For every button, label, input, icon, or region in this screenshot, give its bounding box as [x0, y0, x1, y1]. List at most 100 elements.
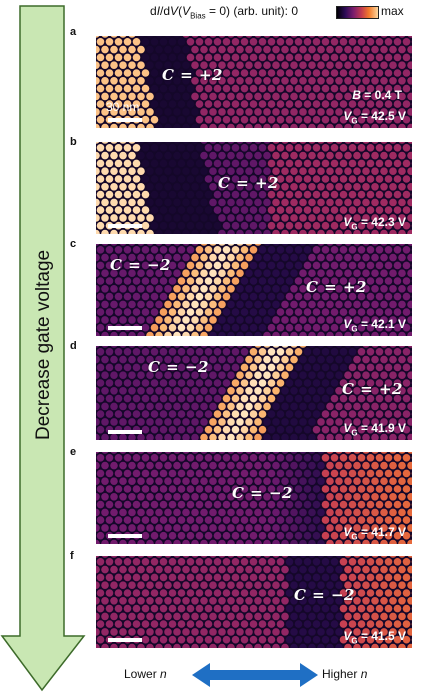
ldos-dot — [317, 477, 325, 485]
ldos-dot — [353, 244, 361, 246]
ldos-dot — [222, 394, 231, 403]
ldos-dot — [204, 516, 213, 524]
ldos-dot — [357, 558, 366, 566]
ldos-dot — [321, 175, 330, 183]
ldos-dot — [168, 277, 177, 285]
ldos-dot — [267, 410, 276, 418]
ldos-dot — [186, 53, 195, 62]
ldos-dot — [281, 36, 289, 38]
ldos-dot — [398, 183, 406, 191]
ldos-dot — [128, 452, 136, 454]
ldos-dot — [389, 300, 397, 309]
ldos-dot — [398, 371, 406, 379]
ldos-dot — [173, 142, 181, 144]
ldos-dot — [285, 363, 294, 372]
ldos-dot — [119, 565, 127, 574]
ldos-dot — [222, 589, 231, 597]
ldos-dot — [317, 108, 325, 116]
ldos-dot — [249, 190, 258, 199]
ldos-dot — [146, 77, 154, 85]
ldos-dot — [366, 261, 375, 270]
ldos-dot — [258, 277, 267, 285]
stm-map-panel-e: C = −2 VG = 41.7 V — [96, 452, 412, 544]
ldos-dot — [339, 292, 348, 301]
ldos-dot — [308, 628, 316, 636]
ldos-dot — [173, 167, 181, 175]
ldos-dot — [339, 469, 348, 478]
ldos-dot — [146, 300, 154, 309]
ldos-dot — [231, 516, 240, 524]
ldos-dot — [276, 394, 285, 403]
ldos-dot — [240, 410, 249, 418]
ldos-dot — [299, 477, 307, 485]
ldos-dot — [371, 108, 379, 116]
ldos-dot — [119, 477, 127, 485]
ldos-dot — [389, 316, 397, 324]
ldos-dot — [209, 433, 217, 440]
ldos-dot — [191, 597, 199, 605]
ldos-dot — [285, 323, 294, 332]
ldos-dot — [209, 355, 217, 364]
ldos-dot — [407, 508, 412, 517]
ldos-dot — [294, 190, 303, 199]
ldos-dot — [146, 229, 154, 234]
ldos-dot — [209, 508, 217, 517]
ldos-dot — [258, 261, 267, 270]
ldos-dot — [227, 108, 235, 116]
ldos-dot — [348, 410, 357, 418]
ldos-dot — [312, 410, 321, 418]
ldos-dot — [407, 371, 412, 379]
ldos-dot — [159, 469, 168, 478]
ldos-dot — [146, 108, 154, 116]
ldos-dot — [245, 371, 253, 379]
ldos-dot — [326, 214, 334, 222]
ldos-dot — [141, 292, 150, 301]
ldos-dot — [380, 151, 388, 160]
ldos-dot — [330, 277, 339, 285]
ldos-dot — [173, 346, 181, 348]
chern-label-left: C = −2 — [148, 358, 209, 376]
ldos-dot — [335, 371, 343, 379]
ldos-dot — [330, 469, 339, 478]
ldos-dot — [303, 558, 312, 566]
ldos-dot — [227, 387, 235, 395]
ldos-dot — [384, 246, 393, 254]
ldos-dot — [200, 151, 208, 160]
ldos-dot — [195, 159, 204, 168]
ldos-dot — [209, 524, 217, 532]
ldos-dot — [159, 221, 168, 230]
ldos-dot — [281, 371, 289, 379]
ldos-dot — [267, 175, 276, 183]
ldos-dot — [182, 346, 190, 348]
ldos-dot — [321, 558, 330, 566]
ldos-dot — [240, 500, 249, 509]
ldos-dot — [146, 142, 154, 144]
ldos-dot — [272, 214, 280, 222]
ldos-dot — [384, 159, 393, 168]
ldos-dot — [308, 253, 316, 262]
ldos-dot — [407, 477, 412, 485]
ldos-dot — [200, 316, 208, 324]
ldos-dot — [303, 348, 312, 356]
ldos-dot — [335, 300, 343, 309]
ldos-dot — [200, 493, 208, 501]
ldos-dot — [195, 348, 204, 356]
ldos-dot — [213, 604, 222, 613]
ldos-dot — [231, 277, 240, 285]
ldos-dot — [146, 524, 154, 532]
ldos-dot — [182, 285, 190, 293]
chern-label: C = +2 — [162, 66, 223, 84]
ldos-dot — [146, 167, 154, 175]
ldos-dot — [375, 53, 384, 62]
ldos-dot — [317, 142, 325, 144]
ldos-dot — [222, 500, 231, 509]
ldos-dot — [195, 500, 204, 509]
ldos-dot — [272, 597, 280, 605]
ldos-dot — [258, 206, 267, 214]
ldos-dot — [123, 292, 132, 301]
ldos-dot — [348, 323, 357, 332]
ldos-dot — [362, 253, 370, 262]
ldos-dot — [173, 45, 181, 54]
ldos-dot — [191, 539, 199, 544]
ldos-dot — [362, 612, 370, 621]
